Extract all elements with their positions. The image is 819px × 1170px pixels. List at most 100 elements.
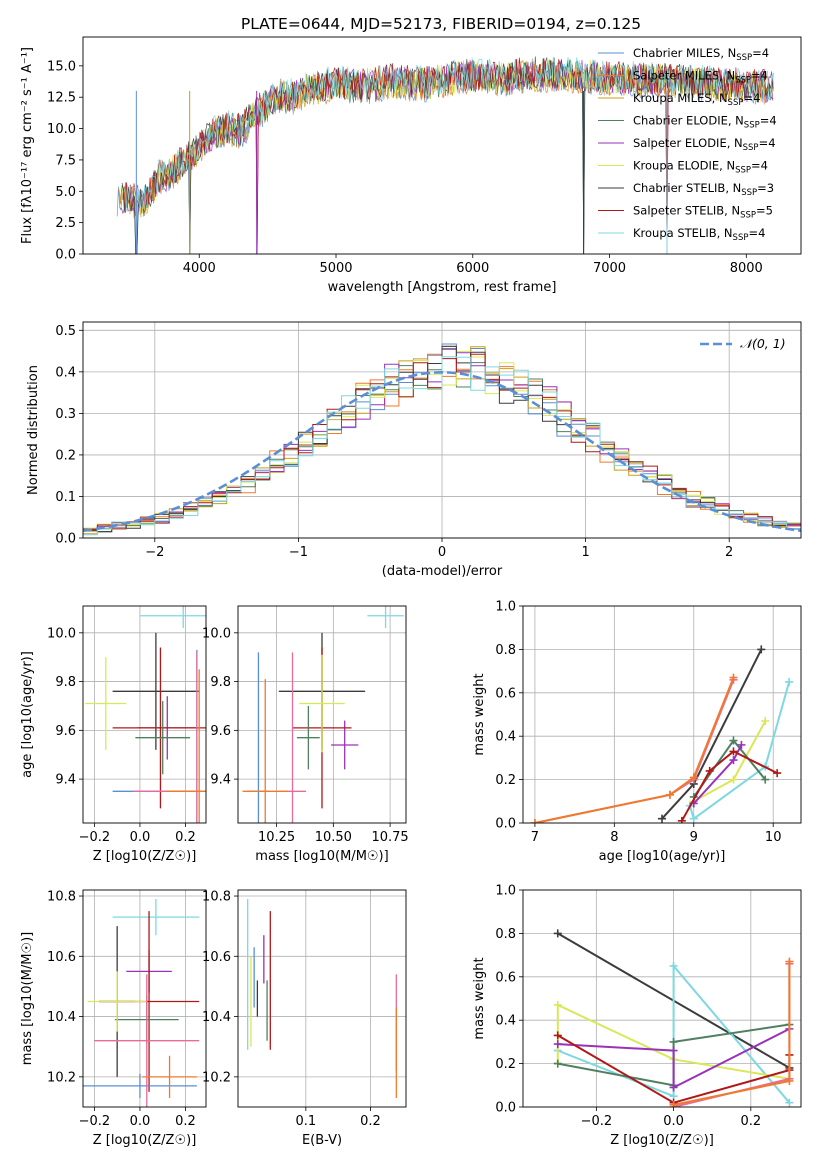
legend-label-sub: SSP (733, 233, 749, 243)
plus-marker (729, 736, 738, 745)
plus-marker (785, 957, 794, 966)
y-tick-label: 9.8 (210, 675, 231, 690)
error-bar-point (299, 654, 345, 753)
x-tick-label: 6000 (456, 261, 489, 276)
x-tick-label: 0.1 (296, 1114, 317, 1129)
error-bar-point (297, 705, 320, 770)
plus-marker (785, 677, 794, 686)
legend-label-sub: SSP (740, 211, 756, 221)
plus-marker (729, 747, 738, 756)
y-tick-label: 15.0 (47, 59, 76, 74)
x-tick-label: 10 (765, 830, 782, 845)
axes-frame (82, 889, 207, 1108)
y-axis-label: mass weight (472, 673, 487, 755)
plot-area (553, 929, 794, 1107)
x-tick-label: 10.50 (315, 830, 352, 845)
error-bar-point (94, 974, 200, 1107)
plus-marker (669, 1037, 678, 1046)
x-tick-label: −1 (289, 545, 308, 560)
plus-marker (689, 773, 698, 782)
x-axis-label: (data-model)/error (382, 564, 503, 579)
y-tick-label: 0.6 (495, 970, 516, 985)
plus-marker (553, 929, 562, 938)
plus-marker (553, 1031, 562, 1040)
plus-marker (729, 756, 738, 765)
legend-label-sub: SSP (735, 166, 751, 176)
plus-marker (669, 1046, 678, 1055)
x-axis-label: mass [log10(M/M☉)] (255, 849, 388, 864)
x-axis-label: Z [log10(Z/Z☉)] (610, 1133, 714, 1148)
legend-label: Chabrier STELIB, NSSP=3 (633, 181, 774, 198)
x-tick-label: 0.2 (740, 1114, 761, 1129)
spectrum-title: PLATE=0644, MJD=52173, FIBERID=0194, z=0… (241, 15, 641, 33)
x-tick-label: 4000 (183, 261, 216, 276)
panel-spectrum: 4000 5000 6000 7000 8000 0.0 2.5 5.0 7.5 10.0 12.5… (20, 36, 802, 295)
x-tick-label: 0.0 (663, 1114, 684, 1129)
error-bar-point (83, 1073, 197, 1098)
x-tick-label: −0.2 (79, 830, 111, 845)
y-tick-label: 10.8 (47, 890, 76, 905)
x-axis-label: E(B-V) (302, 1133, 342, 1148)
error-bar-point (165, 669, 206, 823)
weight-line-5 (557, 1028, 790, 1090)
legend-label: Chabrier MILES, NSSP=4 (633, 46, 769, 63)
x-tick-label: −0.2 (581, 1114, 613, 1129)
y-tick-label: 0.3 (55, 407, 76, 422)
x-tick-label: 0.2 (175, 830, 196, 845)
x-tick-label: −0.2 (79, 1114, 111, 1129)
x-axis-label: wavelength [Angstrom, rest frame] (328, 280, 557, 295)
error-bar-point (112, 632, 200, 750)
legend-label-tail: =4 (752, 46, 769, 60)
plot-area (530, 645, 794, 823)
weight-line-8 (534, 677, 735, 823)
x-tick-label: 5000 (319, 261, 352, 276)
axes-frame (522, 889, 802, 1108)
panel-age-vs-Z: −0.2 0.0 0.2 9.4 9.6 9.8 10.0 Z [log10(Z/Z☉)] ag… (20, 605, 207, 864)
panel-residuals: −2 −1 0 1 2 0.0 0.1 0.2 0.3 0.4 0.5 (data-model)/er… (26, 321, 802, 579)
y-tick-label: 1.0 (495, 600, 516, 615)
plus-marker (530, 819, 539, 823)
y-tick-label: 5.0 (55, 185, 76, 200)
y-tick-label: 0.0 (495, 817, 516, 832)
y-tick-label: 0.8 (495, 927, 516, 942)
x-tick-label: −2 (145, 545, 164, 560)
y-tick-label: 10.0 (47, 626, 76, 641)
x-tick-label: 2 (725, 545, 733, 560)
y-tick-label: 10.4 (47, 1010, 76, 1025)
plus-marker (677, 816, 686, 823)
x-tick-label: 7000 (593, 261, 626, 276)
plus-marker (737, 740, 746, 749)
y-tick-label: 10.2 (47, 1070, 76, 1085)
axes-frame (237, 605, 407, 824)
x-tick-label: 0.0 (130, 830, 151, 845)
plus-marker (785, 1098, 794, 1107)
y-tick-label: 0.8 (495, 643, 516, 658)
y-tick-label: 0.6 (495, 686, 516, 701)
x-tick-label: 1 (581, 545, 589, 560)
panel-mass-vs-Z: −0.2 0.0 0.2 10.2 10.4 10.6 10.8 Z [log10(Z/Z☉)… (20, 889, 207, 1148)
y-tick-label: 0.4 (495, 730, 516, 745)
axes-frame (82, 321, 802, 539)
legend-label-tail: =4 (760, 114, 777, 128)
legend-label-sub: SSP (736, 53, 752, 63)
x-tick-label: 8 (610, 830, 618, 845)
legend-label-main: Salpeter ELODIE, N (633, 136, 743, 150)
weight-line-2 (557, 963, 791, 1104)
y-tick-label: 9.6 (210, 724, 231, 739)
plus-marker (729, 673, 738, 682)
y-tick-label: 9.8 (55, 675, 76, 690)
panel-mass-weight-vs-age: 7 8 9 10 0.0 0.2 0.4 0.6 0.8 1.0 age [log10(age/yr… (472, 600, 802, 864)
error-bar-point (142, 1055, 197, 1098)
legend-label-sub: SSP (735, 76, 751, 86)
legend-label-tail: =4 (751, 69, 768, 83)
error-bar-point (85, 657, 127, 750)
legend-label-sub: SSP (741, 188, 757, 198)
y-tick-label: 12.5 (47, 91, 76, 106)
x-tick-label: 0 (438, 545, 446, 560)
panel-age-vs-mass: 10.25 10.50 10.75 9.4 9.6 9.8 10.0 mass [log10(… (202, 605, 409, 864)
gaussian-reference-curve (83, 370, 801, 532)
error-bar-point (139, 606, 206, 628)
y-tick-label: 0.4 (55, 365, 76, 380)
legend-label-tail: =3 (757, 181, 774, 195)
y-tick-label: 0.2 (495, 1057, 516, 1072)
